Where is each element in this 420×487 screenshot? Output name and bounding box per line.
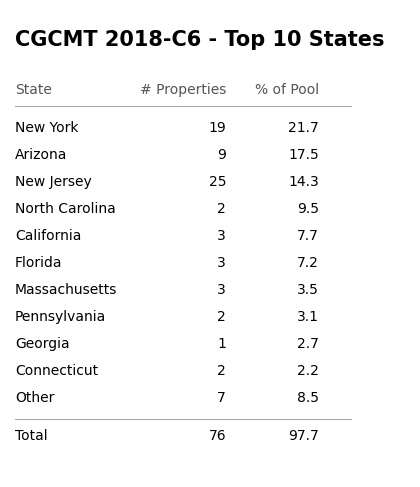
Text: Other: Other	[15, 391, 54, 405]
Text: 2: 2	[217, 364, 226, 378]
Text: Arizona: Arizona	[15, 148, 67, 162]
Text: 9: 9	[217, 148, 226, 162]
Text: CGCMT 2018-C6 - Top 10 States: CGCMT 2018-C6 - Top 10 States	[15, 31, 384, 51]
Text: Pennsylvania: Pennsylvania	[15, 310, 106, 324]
Text: 3: 3	[217, 283, 226, 297]
Text: 9.5: 9.5	[297, 202, 319, 216]
Text: State: State	[15, 83, 52, 97]
Text: 3.1: 3.1	[297, 310, 319, 324]
Text: 2: 2	[217, 202, 226, 216]
Text: 3.5: 3.5	[297, 283, 319, 297]
Text: 19: 19	[208, 121, 226, 135]
Text: 3: 3	[217, 229, 226, 243]
Text: % of Pool: % of Pool	[255, 83, 319, 97]
Text: 97.7: 97.7	[289, 429, 319, 443]
Text: 2.2: 2.2	[297, 364, 319, 378]
Text: 17.5: 17.5	[289, 148, 319, 162]
Text: North Carolina: North Carolina	[15, 202, 116, 216]
Text: 8.5: 8.5	[297, 391, 319, 405]
Text: New York: New York	[15, 121, 79, 135]
Text: 21.7: 21.7	[289, 121, 319, 135]
Text: Georgia: Georgia	[15, 337, 70, 351]
Text: Florida: Florida	[15, 256, 63, 270]
Text: # Properties: # Properties	[140, 83, 226, 97]
Text: 76: 76	[208, 429, 226, 443]
Text: New Jersey: New Jersey	[15, 175, 92, 189]
Text: Connecticut: Connecticut	[15, 364, 98, 378]
Text: 14.3: 14.3	[289, 175, 319, 189]
Text: Massachusetts: Massachusetts	[15, 283, 117, 297]
Text: 7.7: 7.7	[297, 229, 319, 243]
Text: 3: 3	[217, 256, 226, 270]
Text: California: California	[15, 229, 81, 243]
Text: Total: Total	[15, 429, 47, 443]
Text: 7.2: 7.2	[297, 256, 319, 270]
Text: 2.7: 2.7	[297, 337, 319, 351]
Text: 1: 1	[217, 337, 226, 351]
Text: 25: 25	[209, 175, 226, 189]
Text: 2: 2	[217, 310, 226, 324]
Text: 7: 7	[217, 391, 226, 405]
